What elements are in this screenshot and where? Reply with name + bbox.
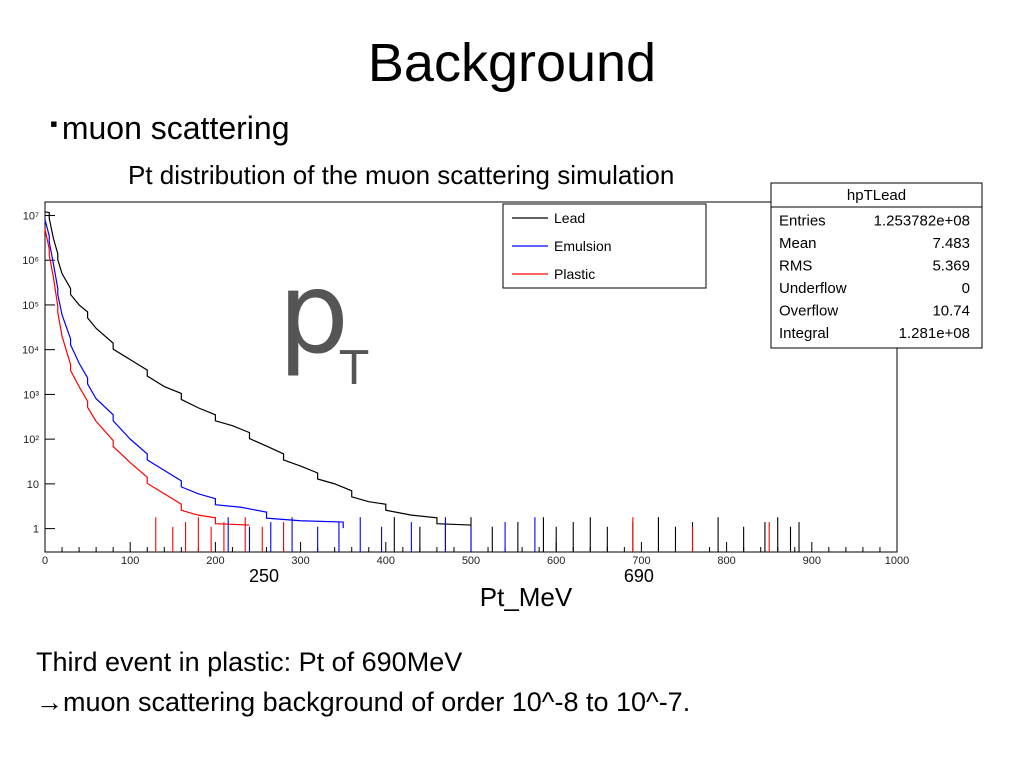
x-axis: 0 100 200 300 400 500 600 700 800 900 1000 — [42, 542, 909, 567]
series-line-plastic — [44, 228, 250, 526]
bullet-text: muon scattering — [61, 110, 290, 146]
note-line-1: Third event in plastic: Pt of 690MeV — [36, 647, 463, 677]
x-annotation-label: 690 — [624, 566, 654, 586]
y-tick-label: 10⁴ — [22, 345, 39, 357]
stats-title: hpTLead — [847, 187, 906, 204]
big-label-p: p — [278, 249, 349, 379]
y-tick-label: 10⁷ — [23, 210, 39, 222]
bullet-item: ▪ muon scattering — [50, 104, 289, 148]
stats-row-label: Integral — [779, 325, 829, 342]
stats-row-label: Entries — [779, 213, 826, 230]
stats-row-label: RMS — [779, 258, 812, 275]
x-axis-title: Pt_MeV — [480, 582, 573, 612]
y-tick-label: 10⁵ — [22, 300, 39, 312]
legend-label: Lead — [554, 210, 585, 226]
series-line-emulsion — [44, 219, 344, 529]
y-axis: 1 10 10² 10³ 10⁴ 10⁵ 10⁶ 10⁷ — [22, 210, 55, 536]
stats-row-value: 1.253782e+08 — [874, 213, 970, 230]
legend: Lead Emulsion Plastic — [502, 203, 707, 289]
spikes-plastic — [155, 517, 770, 552]
stats-row-label: Overflow — [779, 303, 838, 320]
spikes-emulsion — [227, 517, 536, 552]
legend-label: Emulsion — [554, 238, 612, 254]
x-tick-label: 900 — [803, 555, 821, 567]
stats-row-value: 5.369 — [932, 258, 970, 275]
y-tick-label: 10² — [23, 434, 39, 446]
x-tick-label: 800 — [717, 555, 735, 567]
x-tick-label: 500 — [462, 555, 480, 567]
stats-row-label: Underflow — [779, 280, 847, 297]
x-tick-label: 600 — [547, 555, 565, 567]
note-line-2-text: muon scattering background of order 10^-… — [63, 687, 691, 717]
big-label-sub-t: T — [339, 341, 369, 395]
x-tick-label: 1000 — [885, 555, 909, 567]
stats-row-value: 1.281e+08 — [899, 325, 970, 342]
x-tick-label: 0 — [42, 555, 48, 567]
bullet-square-icon: ▪ — [50, 111, 58, 136]
y-tick-label: 10³ — [23, 389, 39, 401]
right-arrow-icon: → — [36, 687, 63, 717]
big-pt-label: pT — [278, 249, 369, 395]
chart-caption: Pt distribution of the muon scattering s… — [128, 160, 675, 190]
stats-box: hpTLead Entries 1.253782e+08 Mean 7.483 RMS 5.… — [770, 182, 983, 349]
stats-row-value: 7.483 — [932, 235, 970, 252]
legend-label: Plastic — [554, 266, 595, 282]
x-tick-label: 200 — [206, 555, 224, 567]
stats-row-value: 0 — [962, 280, 970, 297]
series-line-lead — [44, 211, 472, 526]
x-tick-label: 700 — [632, 555, 650, 567]
y-tick-label: 10⁶ — [22, 255, 39, 267]
x-tick-label: 400 — [377, 555, 395, 567]
series-group — [44, 211, 800, 552]
x-tick-label: 100 — [121, 555, 139, 567]
slide-title: Background — [367, 33, 657, 93]
x-tick-label: 300 — [291, 555, 309, 567]
x-annotations: 250 690 — [249, 566, 654, 586]
stats-row-label: Mean — [779, 235, 817, 252]
y-tick-label: 1 — [33, 524, 39, 536]
stats-frame — [770, 182, 983, 349]
y-tick-label: 10 — [27, 479, 39, 491]
x-annotation-label: 250 — [249, 566, 279, 586]
note-line-2: →muon scattering background of order 10^… — [36, 684, 690, 720]
stats-row-value: 10.74 — [932, 303, 970, 320]
plot-frame — [44, 201, 898, 553]
